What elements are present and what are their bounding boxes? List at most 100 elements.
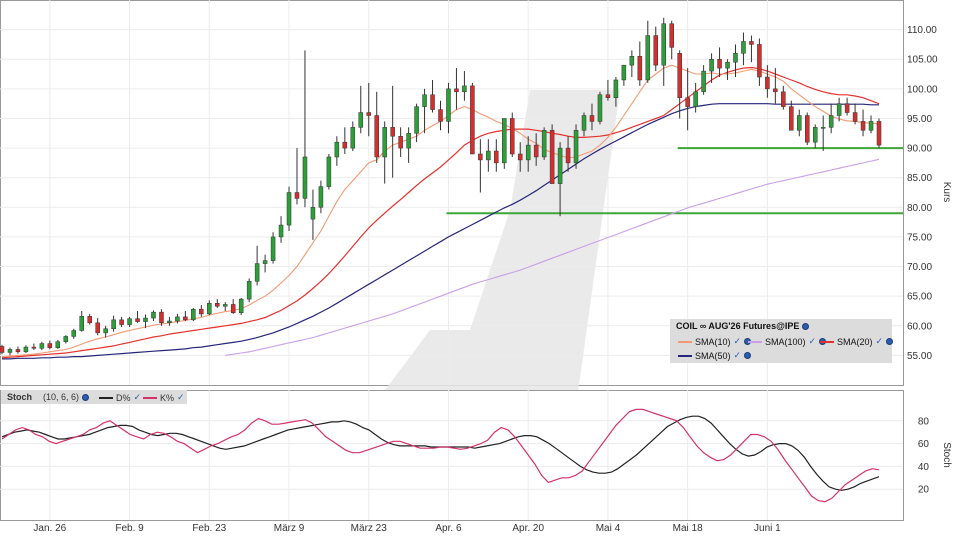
candle xyxy=(549,124,555,184)
candle xyxy=(246,278,252,303)
sma100-swatch xyxy=(748,340,762,343)
sma50-swatch xyxy=(678,354,692,357)
stoch-plot-frame xyxy=(0,390,904,521)
candle xyxy=(143,314,148,329)
candle xyxy=(812,124,818,149)
candle xyxy=(860,109,866,137)
candle xyxy=(765,65,770,98)
candle xyxy=(836,97,842,122)
candle-body xyxy=(804,115,810,143)
candle-body xyxy=(230,304,236,313)
x-tick-label: Jan. 26 xyxy=(33,523,66,534)
candle xyxy=(573,124,579,169)
checkmark-icon[interactable]: ✓ xyxy=(808,336,817,346)
stoch-y-tick-label: 20 xyxy=(918,485,930,496)
stoch-title-row: Stoch xyxy=(7,392,32,402)
candle xyxy=(661,17,666,86)
candle xyxy=(494,139,499,172)
settings-globe-icon[interactable] xyxy=(802,322,810,330)
candle-body xyxy=(326,156,332,187)
candle xyxy=(510,112,515,157)
candle xyxy=(95,318,100,336)
settings-globe-icon[interactable] xyxy=(82,393,90,401)
checkmark-icon[interactable]: ✓ xyxy=(133,392,142,402)
candle xyxy=(254,245,260,286)
candle-body xyxy=(533,144,539,158)
candle xyxy=(63,335,69,344)
candle-body xyxy=(741,41,746,54)
candle xyxy=(167,316,172,326)
legend-item-k[interactable]: K% ✓ xyxy=(143,392,185,403)
candle xyxy=(422,88,427,134)
candle-body xyxy=(254,263,260,282)
y-tick-label: 80.00 xyxy=(907,203,932,214)
candle xyxy=(533,133,539,166)
candle-body xyxy=(693,91,698,107)
candle-body xyxy=(23,346,29,353)
checkmark-icon[interactable]: ✓ xyxy=(875,336,884,346)
sma50-line xyxy=(2,103,879,360)
candle xyxy=(55,339,61,349)
candle xyxy=(366,82,371,137)
candle xyxy=(621,64,627,86)
candle-body xyxy=(645,35,651,81)
candle xyxy=(693,82,698,113)
candle xyxy=(191,308,196,322)
candle xyxy=(565,136,571,172)
candle xyxy=(581,112,587,137)
candle xyxy=(597,91,603,125)
y-tick-label: 75.00 xyxy=(907,232,932,243)
legend-item-sma100[interactable]: SMA(100) ✓ xyxy=(748,336,827,347)
candle-body xyxy=(557,147,563,184)
checkmark-icon[interactable]: ✓ xyxy=(177,392,185,402)
candle xyxy=(446,82,451,134)
candle-body xyxy=(573,130,579,164)
y-tick-label: 65.00 xyxy=(907,292,932,303)
candle-body xyxy=(342,141,348,149)
candle-body xyxy=(541,130,547,158)
stoch-axis-label: Stoch xyxy=(941,442,952,468)
legend-item-sma10[interactable]: SMA(10) ✓ xyxy=(678,336,752,347)
settings-globe-icon[interactable] xyxy=(744,352,752,359)
candle-body xyxy=(278,224,284,238)
y-tick-label: 105.00 xyxy=(907,55,938,66)
x-tick-label: Mai 4 xyxy=(596,523,621,534)
candle xyxy=(127,316,132,327)
candle xyxy=(358,85,364,134)
candle xyxy=(294,148,300,205)
candle xyxy=(7,347,13,356)
candle-body xyxy=(350,127,356,149)
candle-body xyxy=(629,56,635,66)
candle xyxy=(350,121,356,152)
stoch-params: (10, 6, 6) xyxy=(43,392,80,402)
legend-item-d[interactable]: D% ✓ xyxy=(99,392,141,403)
candle xyxy=(502,118,507,169)
candle xyxy=(15,346,21,354)
settings-globe-icon[interactable] xyxy=(886,338,894,345)
checkmark-icon[interactable]: ✓ xyxy=(733,350,742,360)
candle-body xyxy=(111,319,116,329)
candle xyxy=(207,300,212,316)
candle xyxy=(454,68,459,110)
candle-body xyxy=(135,318,140,322)
candle-body xyxy=(844,103,850,113)
candle xyxy=(653,26,659,72)
checkmark-icon[interactable]: ✓ xyxy=(733,336,742,346)
stoch-params-row[interactable]: (10, 6, 6) xyxy=(43,392,90,402)
stoch-y-tick-label: 80 xyxy=(918,416,930,427)
candle-body xyxy=(605,94,611,98)
candle-body xyxy=(757,44,762,78)
stoch-y-tick-label: 60 xyxy=(918,439,930,450)
candle-body xyxy=(382,127,387,158)
candle-body xyxy=(733,53,738,63)
candle-body xyxy=(358,112,364,128)
x-tick-label: Feb. 23 xyxy=(192,523,226,534)
legend-item-sma50[interactable]: SMA(50) ✓ xyxy=(678,350,752,361)
candle xyxy=(541,127,547,160)
candle-body xyxy=(478,153,483,161)
legend-label-sma100: SMA(100) xyxy=(765,336,806,347)
legend-item-sma20[interactable]: SMA(20) ✓ xyxy=(820,336,894,347)
candle xyxy=(159,309,164,326)
candle xyxy=(517,142,523,172)
